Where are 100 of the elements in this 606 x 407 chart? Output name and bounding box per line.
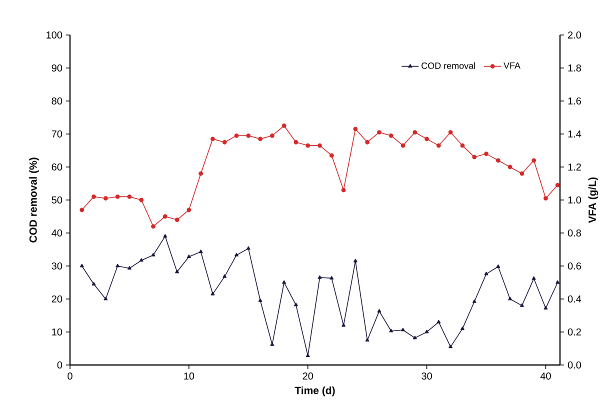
point bbox=[198, 171, 204, 176]
x-tick-label: 0 bbox=[68, 372, 72, 380]
y2-tick-label: 1.4 bbox=[568, 130, 582, 138]
point bbox=[186, 208, 192, 212]
y2-tick-label: 1.2 bbox=[568, 164, 581, 170]
point bbox=[424, 136, 429, 142]
point bbox=[532, 276, 536, 280]
point bbox=[306, 143, 310, 148]
point bbox=[365, 140, 370, 144]
point bbox=[341, 188, 346, 192]
point bbox=[139, 198, 144, 202]
y2-tick-label: 0.6 bbox=[568, 262, 581, 270]
point bbox=[222, 274, 227, 278]
point bbox=[294, 302, 298, 306]
y-tick-label: 30 bbox=[52, 262, 62, 270]
y2-tick-label: 1.0 bbox=[568, 196, 582, 204]
point bbox=[544, 306, 548, 310]
point bbox=[460, 143, 465, 148]
point bbox=[496, 264, 500, 268]
point bbox=[436, 143, 441, 148]
point bbox=[436, 320, 441, 324]
point bbox=[365, 338, 370, 342]
x-tick-label: 30 bbox=[422, 372, 432, 380]
point bbox=[508, 164, 512, 170]
y2-tick-label: 0.8 bbox=[568, 229, 581, 237]
x-tick-label: 40 bbox=[540, 372, 551, 380]
point bbox=[162, 214, 168, 219]
y-tick-label: 40 bbox=[52, 229, 62, 237]
point bbox=[92, 282, 96, 286]
point bbox=[270, 133, 274, 138]
point bbox=[151, 224, 156, 229]
y-tick-label: 60 bbox=[52, 163, 62, 171]
point bbox=[80, 264, 84, 268]
point bbox=[544, 196, 548, 201]
point bbox=[92, 194, 96, 199]
point bbox=[400, 143, 406, 148]
point bbox=[448, 130, 453, 135]
point bbox=[556, 280, 560, 284]
point bbox=[472, 154, 477, 160]
point bbox=[329, 153, 334, 158]
point bbox=[186, 254, 191, 258]
point bbox=[210, 292, 215, 296]
y-tick-label: 70 bbox=[52, 130, 62, 138]
legend-label: COD removal bbox=[422, 62, 475, 69]
point bbox=[342, 323, 346, 327]
point bbox=[103, 196, 108, 201]
point bbox=[555, 182, 560, 188]
y2-tick-label: 0.2 bbox=[568, 328, 581, 336]
point bbox=[104, 296, 108, 300]
y-tick-label: 20 bbox=[52, 295, 62, 303]
y2-tick-label: 1.6 bbox=[568, 97, 581, 105]
point bbox=[520, 303, 524, 307]
point bbox=[270, 342, 274, 346]
point bbox=[377, 130, 382, 135]
y-tick-label: 50 bbox=[52, 196, 62, 204]
y-tick-label: 80 bbox=[52, 97, 62, 105]
point bbox=[128, 266, 132, 270]
point bbox=[496, 158, 500, 163]
point bbox=[472, 299, 476, 303]
y2-tick-label: 2.0 bbox=[568, 31, 582, 39]
point bbox=[246, 133, 251, 138]
point bbox=[377, 309, 382, 312]
x-tick-label: 10 bbox=[184, 372, 194, 380]
y-axis-title: COD removal (%) bbox=[29, 158, 39, 242]
point bbox=[294, 140, 298, 144]
point bbox=[460, 326, 464, 330]
point bbox=[412, 336, 417, 340]
point bbox=[174, 218, 180, 222]
y-tick-label: 100 bbox=[46, 31, 62, 39]
x-axis-title: Time (d) bbox=[294, 386, 335, 396]
point bbox=[163, 234, 168, 238]
point bbox=[401, 328, 405, 332]
point bbox=[234, 252, 238, 256]
point bbox=[139, 258, 144, 262]
point bbox=[330, 276, 334, 280]
point bbox=[198, 250, 203, 254]
y2-axis-title: VFA (g/L) bbox=[588, 177, 598, 223]
point bbox=[306, 354, 310, 358]
point bbox=[520, 171, 524, 176]
point bbox=[448, 344, 453, 348]
y-tick-label: 0 bbox=[57, 361, 62, 369]
x-tick-label: 20 bbox=[302, 372, 314, 380]
y2-tick-label: 1.8 bbox=[568, 64, 581, 72]
point bbox=[80, 208, 84, 212]
point bbox=[508, 296, 512, 300]
point bbox=[389, 328, 394, 332]
point bbox=[353, 126, 358, 132]
point bbox=[424, 330, 429, 334]
point bbox=[282, 280, 286, 284]
point bbox=[412, 130, 418, 135]
y2-tick-label: 0.0 bbox=[568, 361, 582, 369]
point bbox=[484, 152, 488, 156]
y-tick-label: 90 bbox=[52, 64, 62, 72]
point bbox=[318, 143, 322, 148]
point bbox=[282, 124, 286, 128]
point bbox=[246, 246, 250, 250]
legend-label: VFA bbox=[504, 62, 520, 69]
point bbox=[234, 133, 239, 138]
point bbox=[318, 275, 322, 279]
point bbox=[258, 136, 262, 142]
